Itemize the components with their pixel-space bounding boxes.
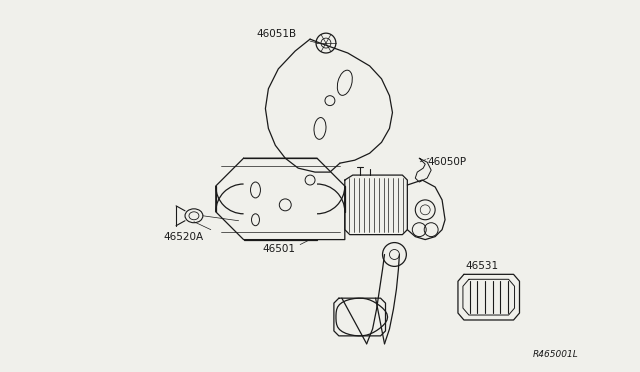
Text: 46051B: 46051B — [257, 29, 296, 39]
Text: 46520A: 46520A — [163, 232, 204, 241]
Text: 46050P: 46050P — [427, 157, 467, 167]
Text: R465001L: R465001L — [532, 350, 578, 359]
Text: 46501: 46501 — [262, 244, 296, 253]
Text: 46531: 46531 — [466, 262, 499, 271]
